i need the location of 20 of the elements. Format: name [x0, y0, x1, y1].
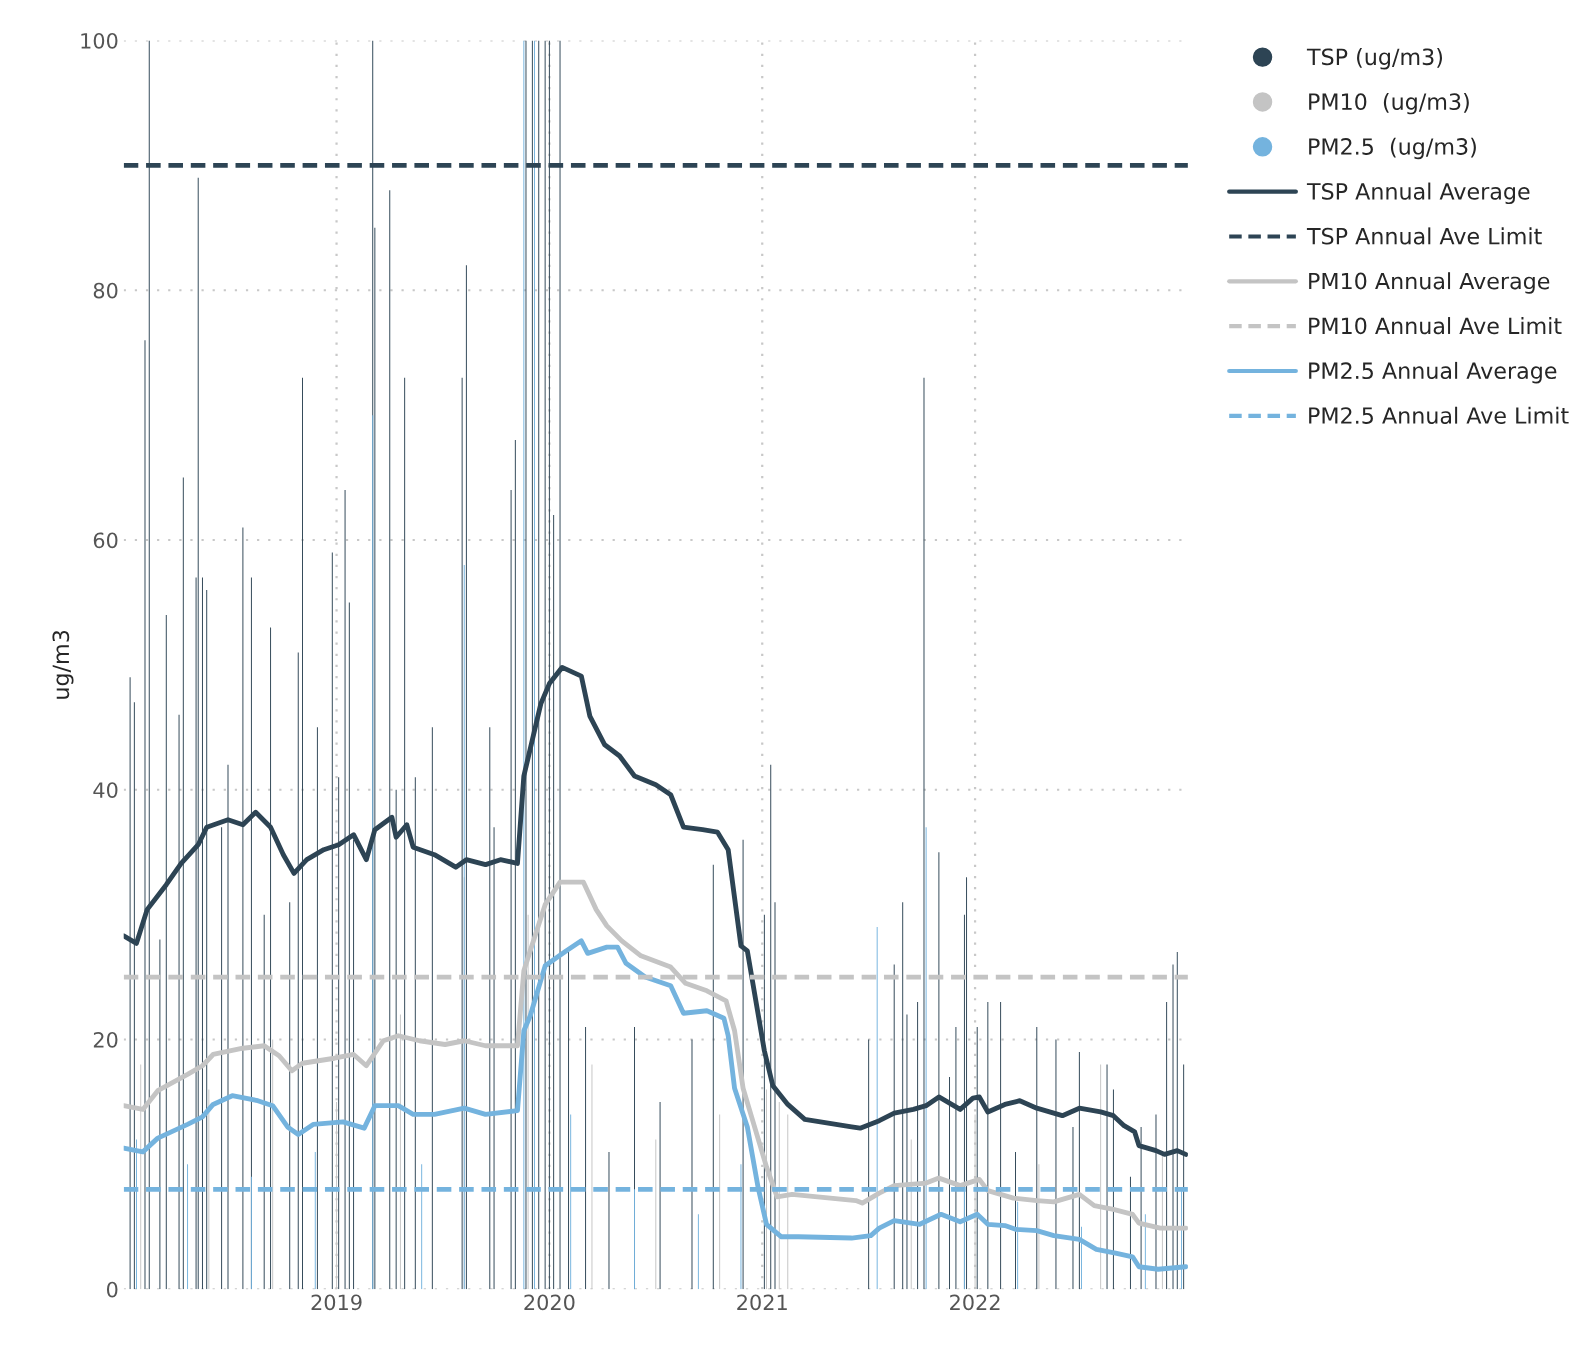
y-tick-label: 100 [81, 32, 118, 49]
y-tick-label: 0 [106, 1281, 118, 1298]
x-tick-label: 2019 [311, 1294, 362, 1311]
legend-label: TSP Annual Average [1306, 182, 1530, 205]
y-tick-label: 80 [93, 282, 118, 299]
y-tick-label: 40 [93, 782, 118, 798]
legend-label: PM10 (ug/m3) [1309, 92, 1469, 115]
x-tick-label: 2020 [524, 1294, 575, 1311]
legend-label: PM2.5 (ug/m3) [1309, 137, 1476, 160]
x-tick-label: 2022 [950, 1294, 1000, 1311]
x-tick-label: 2021 [737, 1294, 787, 1311]
legend-label: PM10 Annual Average [1309, 272, 1550, 294]
legend-label: TSP Annual Ave Limit [1306, 227, 1542, 245]
legend-label: TSP (ug/m3) [1306, 48, 1443, 70]
y-tick-label: 60 [93, 532, 118, 549]
legend-label: PM10 Annual Ave Limit [1309, 317, 1562, 335]
legend-label: PM2.5 Annual Average [1309, 361, 1557, 384]
legend-label: PM2.5 Annual Ave Limit [1309, 406, 1569, 424]
y-tick-label: 20 [93, 1031, 118, 1048]
y-axis-title: ug/m3 [52, 630, 74, 699]
